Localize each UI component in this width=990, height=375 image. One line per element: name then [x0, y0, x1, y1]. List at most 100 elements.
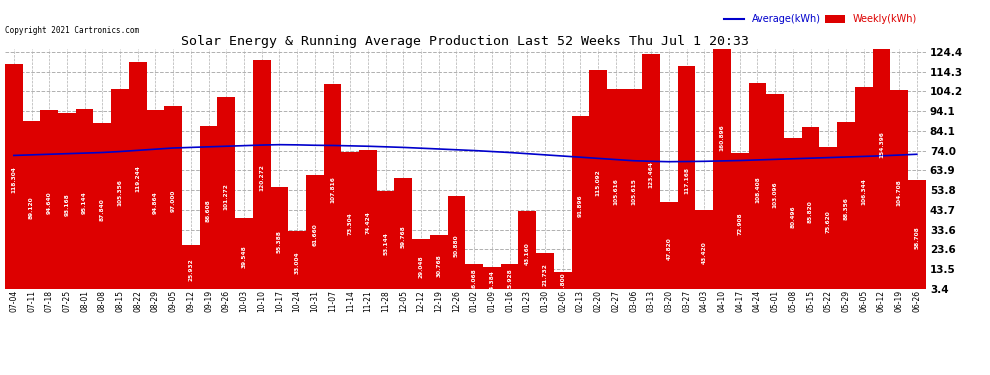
Text: 73.304: 73.304: [347, 212, 352, 235]
Bar: [58, 113, 76, 296]
Bar: [713, 0, 731, 296]
Text: 33.004: 33.004: [295, 252, 300, 274]
Text: 89.120: 89.120: [29, 197, 34, 219]
Bar: [252, 60, 270, 296]
Text: 74.424: 74.424: [365, 211, 370, 234]
Bar: [147, 110, 164, 296]
Text: 117.168: 117.168: [684, 167, 689, 194]
Bar: [236, 218, 252, 296]
Text: 108.408: 108.408: [755, 176, 760, 203]
Bar: [483, 267, 501, 296]
Bar: [519, 211, 537, 296]
Bar: [218, 97, 236, 296]
Text: 94.640: 94.640: [47, 192, 51, 214]
Bar: [164, 105, 182, 296]
Bar: [111, 89, 129, 296]
Text: 94.864: 94.864: [152, 191, 158, 214]
Bar: [660, 202, 678, 296]
Bar: [412, 238, 430, 296]
Text: 120.272: 120.272: [259, 164, 264, 191]
Bar: [643, 54, 660, 296]
Bar: [501, 264, 519, 296]
Bar: [802, 128, 820, 296]
Text: 59.768: 59.768: [401, 225, 406, 248]
Text: 30.768: 30.768: [437, 254, 442, 277]
Bar: [447, 196, 465, 296]
Bar: [394, 178, 412, 296]
Text: 105.615: 105.615: [631, 178, 636, 206]
Bar: [306, 175, 324, 296]
Bar: [288, 231, 306, 296]
Bar: [748, 83, 766, 296]
Bar: [41, 110, 58, 296]
Text: 72.908: 72.908: [738, 213, 742, 236]
Bar: [784, 138, 802, 296]
Text: 14.384: 14.384: [489, 270, 494, 293]
Text: 16.068: 16.068: [471, 268, 476, 291]
Bar: [359, 150, 377, 296]
Bar: [820, 147, 838, 296]
Bar: [553, 272, 571, 296]
Text: Copyright 2021 Cartronics.com: Copyright 2021 Cartronics.com: [5, 26, 139, 35]
Text: 50.880: 50.880: [454, 234, 459, 257]
Text: 43.420: 43.420: [702, 242, 707, 264]
Text: 58.708: 58.708: [915, 226, 920, 249]
Text: 53.144: 53.144: [383, 232, 388, 255]
Text: 39.548: 39.548: [242, 245, 247, 268]
Bar: [430, 235, 447, 296]
Bar: [766, 94, 784, 296]
Bar: [625, 88, 643, 296]
Text: 86.608: 86.608: [206, 199, 211, 222]
Bar: [342, 152, 359, 296]
Text: 55.388: 55.388: [277, 230, 282, 253]
Bar: [537, 253, 553, 296]
Text: 107.816: 107.816: [330, 177, 335, 203]
Bar: [890, 90, 908, 296]
Text: 101.272: 101.272: [224, 183, 229, 210]
Text: 123.464: 123.464: [648, 161, 653, 188]
Text: 85.820: 85.820: [808, 200, 813, 223]
Bar: [76, 109, 93, 296]
Text: 160.896: 160.896: [720, 124, 725, 151]
Text: 43.160: 43.160: [525, 242, 530, 264]
Bar: [908, 180, 926, 296]
Text: 118.304: 118.304: [11, 166, 16, 193]
Bar: [270, 187, 288, 296]
Bar: [324, 84, 342, 296]
Bar: [589, 70, 607, 296]
Text: 154.396: 154.396: [879, 131, 884, 158]
Title: Solar Energy & Running Average Production Last 52 Weeks Thu Jul 1 20:33: Solar Energy & Running Average Productio…: [181, 34, 749, 48]
Text: 29.048: 29.048: [419, 256, 424, 278]
Bar: [854, 87, 872, 296]
Text: 25.932: 25.932: [188, 259, 193, 281]
Text: 93.168: 93.168: [64, 193, 69, 216]
Text: 115.092: 115.092: [596, 170, 601, 196]
Text: 105.616: 105.616: [613, 178, 619, 206]
Text: 106.344: 106.344: [861, 178, 866, 205]
Bar: [93, 123, 111, 296]
Legend: Average(kWh), Weekly(kWh): Average(kWh), Weekly(kWh): [721, 10, 921, 28]
Bar: [377, 191, 394, 296]
Text: 105.356: 105.356: [118, 179, 123, 206]
Text: 104.708: 104.708: [897, 180, 902, 206]
Text: 11.800: 11.800: [560, 273, 565, 295]
Text: 21.732: 21.732: [543, 263, 547, 286]
Bar: [838, 123, 854, 296]
Text: 95.144: 95.144: [82, 191, 87, 214]
Text: 91.896: 91.896: [578, 194, 583, 217]
Bar: [872, 0, 890, 296]
Bar: [465, 264, 483, 296]
Bar: [23, 121, 41, 296]
Text: 80.496: 80.496: [790, 205, 795, 228]
Bar: [129, 62, 147, 296]
Text: 75.620: 75.620: [826, 210, 831, 233]
Text: 47.820: 47.820: [666, 237, 671, 260]
Bar: [607, 88, 625, 296]
Text: 119.244: 119.244: [136, 165, 141, 192]
Bar: [200, 126, 218, 296]
Bar: [695, 210, 713, 296]
Bar: [678, 66, 695, 296]
Bar: [571, 116, 589, 296]
Text: 97.000: 97.000: [170, 189, 175, 211]
Bar: [182, 244, 200, 296]
